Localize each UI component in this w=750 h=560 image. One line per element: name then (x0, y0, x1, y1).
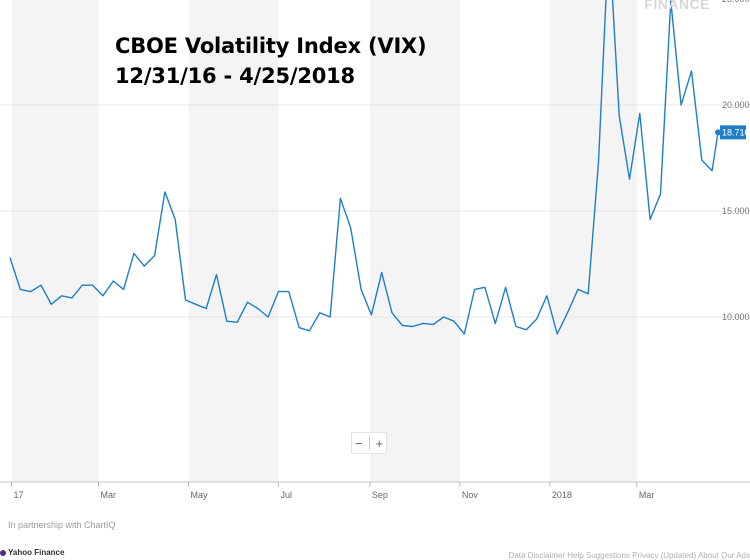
x-tick-label: Sep (372, 490, 388, 500)
y-tick-label: 25.0000 (722, 0, 750, 4)
footer-links[interactable]: Data Disclaimer Help Suggestions Privacy… (508, 551, 750, 560)
month-band (549, 0, 637, 482)
y-tick-label: 20.0000 (722, 100, 750, 110)
x-tick-label: Jul (280, 490, 292, 500)
x-tick-label: Nov (462, 490, 479, 500)
month-band (11, 0, 99, 482)
x-tick-label: Mar (639, 490, 655, 500)
zoom-control: − + (351, 432, 387, 454)
y-tick-label: 15.0000 (722, 206, 750, 216)
last-value-marker: 18.7100 (715, 125, 750, 140)
horizontal-gridlines (0, 104, 750, 318)
month-band (369, 0, 460, 482)
zoom-out-button[interactable]: − (354, 435, 363, 451)
month-band (188, 0, 279, 482)
yahoo-logo-icon (0, 549, 6, 556)
x-tick-label: 2018 (552, 490, 572, 500)
y-tick-label: 10.0000 (722, 312, 750, 322)
vix-series-line (9, 0, 719, 335)
x-tick-label: Mar (101, 490, 117, 500)
x-tick-label: May (190, 490, 208, 500)
chartiq-attribution[interactable]: In partnership with ChartIQ (8, 520, 116, 530)
zoom-divider (368, 436, 370, 450)
yahoo-finance-logo[interactable]: Yahoo Finance (0, 548, 64, 557)
x-axis: 17 Mar May Jul Sep Nov 2018 Mar (0, 481, 750, 500)
footer-logo-text: Yahoo Finance (8, 548, 65, 557)
watermark: FINANCE (644, 0, 710, 12)
x-tick-label: 17 (13, 490, 23, 500)
last-value-tag (720, 125, 746, 140)
chart-title: CBOE Volatility Index (VIX) (115, 34, 427, 58)
last-value-label: 18.7100 (722, 127, 750, 137)
month-bands (11, 0, 637, 482)
y-axis-tick-labels: 10.0000 15.0000 20.0000 25.0000 (722, 0, 750, 322)
zoom-in-button[interactable]: + (375, 435, 384, 451)
chart-subtitle: 12/31/16 - 4/25/2018 (115, 64, 355, 88)
series-lines (9, 0, 719, 335)
last-value-dot (715, 129, 721, 136)
